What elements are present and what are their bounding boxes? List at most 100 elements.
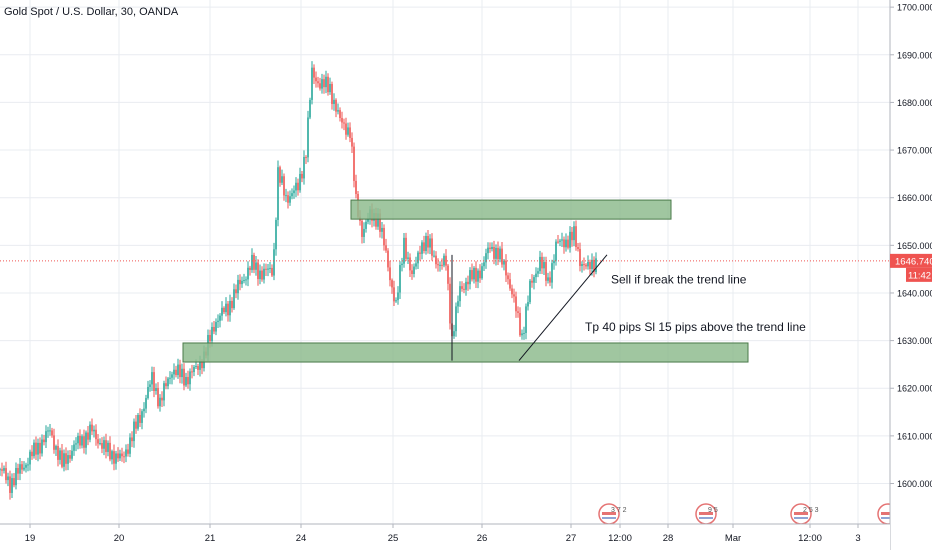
- candle-body: [471, 270, 473, 280]
- event-icon-stripe: [881, 517, 895, 519]
- candle: [215, 318, 217, 336]
- zone-box: [350, 199, 672, 220]
- candle: [595, 252, 597, 275]
- candle-body: [23, 467, 25, 470]
- candle-body: [379, 213, 381, 232]
- candle-body: [27, 464, 29, 466]
- candle-body: [457, 301, 459, 307]
- candle: [575, 220, 577, 251]
- time-axis: 19 20 21 24 25 26 27 12:00 28 Mar 12:00 3: [0, 523, 890, 550]
- candle: [53, 428, 55, 454]
- candle-body: [231, 300, 233, 309]
- candle: [109, 436, 111, 462]
- candle: [403, 232, 405, 268]
- candle: [33, 439, 35, 459]
- candle-body: [103, 440, 105, 449]
- candle-body: [235, 289, 237, 294]
- time-tick-label: 26: [477, 533, 488, 544]
- candle-body: [269, 267, 271, 269]
- candle: [243, 273, 245, 284]
- candle: [339, 107, 341, 122]
- candle: [197, 363, 199, 375]
- candle: [91, 418, 93, 436]
- candle-body: [215, 321, 217, 332]
- candle: [187, 370, 189, 389]
- candle-body: [173, 369, 175, 375]
- candle-body: [251, 254, 253, 270]
- candle-body: [99, 443, 101, 445]
- candle-body: [353, 146, 355, 181]
- candle: [433, 250, 435, 258]
- time-tick-label: 24: [296, 533, 307, 544]
- candle: [467, 275, 469, 291]
- candle-body: [435, 255, 437, 265]
- candle: [427, 229, 429, 254]
- candle: [93, 425, 95, 438]
- time-tick-label: 28: [663, 533, 674, 544]
- candle: [295, 177, 297, 198]
- candle-body: [259, 270, 261, 280]
- candle-body: [73, 444, 75, 451]
- candle: [233, 283, 235, 310]
- candle: [517, 306, 519, 318]
- candle-body: [425, 236, 427, 251]
- candle: [317, 76, 319, 88]
- candle-body: [341, 118, 343, 123]
- candle: [45, 425, 47, 448]
- candle-body: [531, 280, 533, 283]
- candle-body: [493, 246, 495, 259]
- zones: [182, 199, 749, 363]
- candle: [297, 178, 299, 196]
- candle-body: [57, 446, 59, 460]
- candle: [509, 272, 511, 291]
- candle-body: [69, 455, 71, 459]
- candle-body: [115, 453, 117, 464]
- candle-body: [309, 99, 311, 118]
- candle-body: [431, 238, 433, 256]
- candle: [63, 449, 65, 472]
- candle: [331, 81, 333, 110]
- candle-body: [587, 261, 589, 267]
- event-icon-stripe: [794, 512, 808, 515]
- candle: [521, 329, 523, 340]
- event-marker[interactable]: 9 5: [695, 503, 718, 525]
- candle-body: [107, 442, 109, 452]
- candle-body: [95, 429, 97, 440]
- candle: [115, 450, 117, 470]
- candle: [257, 259, 259, 286]
- candle: [133, 418, 135, 448]
- event-marker[interactable]: 3 7 2: [598, 503, 627, 525]
- event-marker[interactable]: 2 5 3: [790, 503, 819, 525]
- candle: [539, 250, 541, 275]
- candle: [559, 238, 561, 247]
- candle: [481, 262, 483, 280]
- candle: [449, 277, 451, 330]
- candle: [389, 260, 391, 287]
- candle-body: [265, 268, 267, 270]
- candle-body: [83, 436, 85, 448]
- candle: [515, 291, 517, 318]
- time-tick-label: 12:00: [608, 533, 632, 544]
- candle: [83, 429, 85, 454]
- candle-body: [149, 384, 151, 387]
- candle: [253, 252, 255, 274]
- candle-body: [479, 270, 481, 279]
- candle-body: [197, 366, 199, 370]
- candle-body: [449, 283, 451, 324]
- candle: [465, 277, 467, 296]
- candle: [457, 295, 459, 314]
- candle: [259, 264, 261, 285]
- candle: [419, 245, 421, 261]
- candle: [585, 263, 587, 270]
- candle: [447, 263, 449, 291]
- candle-body: [291, 193, 293, 197]
- candle-body: [213, 326, 215, 332]
- candle: [179, 359, 181, 384]
- candle-body: [145, 398, 147, 409]
- candle-body: [211, 326, 213, 342]
- candle: [85, 430, 87, 455]
- candle: [323, 74, 325, 94]
- candle-body: [557, 241, 559, 243]
